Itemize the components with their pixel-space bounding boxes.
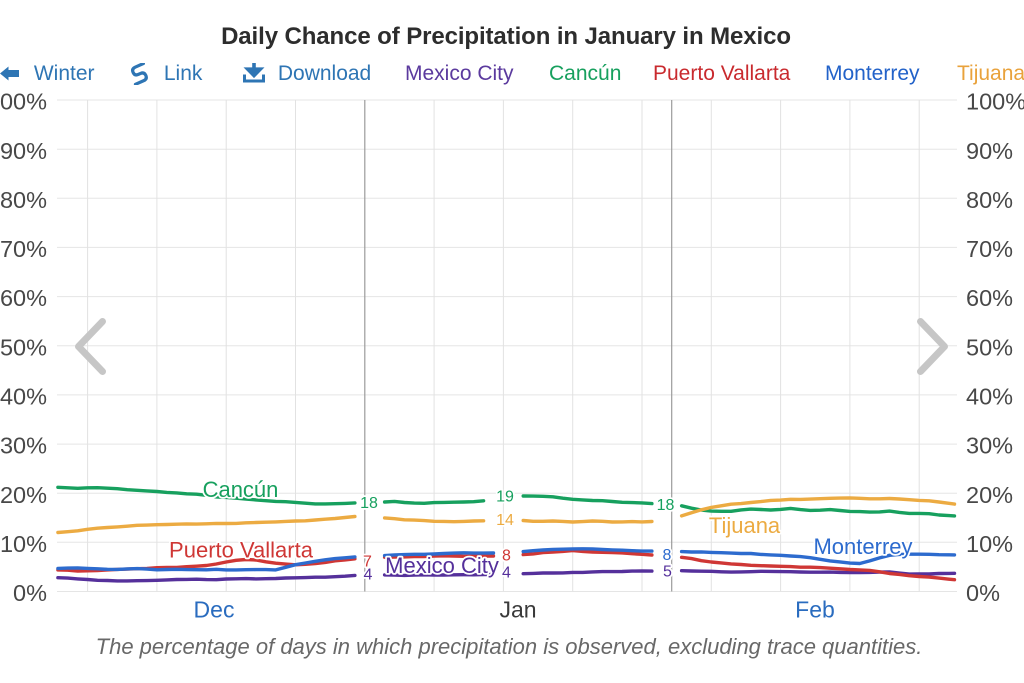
svg-text:20%: 20% <box>966 482 1013 508</box>
svg-text:8: 8 <box>502 548 511 565</box>
svg-text:Monterrey: Monterrey <box>813 534 912 559</box>
svg-text:4: 4 <box>364 567 373 584</box>
svg-text:Mexico City: Mexico City <box>385 553 499 578</box>
svg-text:14: 14 <box>496 512 514 529</box>
svg-text:90%: 90% <box>0 138 47 164</box>
svg-text:90%: 90% <box>966 138 1013 164</box>
svg-text:8: 8 <box>663 547 672 564</box>
svg-text:Cancún: Cancún <box>203 477 279 502</box>
svg-text:60%: 60% <box>0 285 47 311</box>
svg-text:40%: 40% <box>0 384 47 410</box>
svg-text:40%: 40% <box>966 384 1013 410</box>
svg-text:10%: 10% <box>0 531 47 557</box>
svg-text:20%: 20% <box>0 482 47 508</box>
svg-text:Puerto Vallarta: Puerto Vallarta <box>169 538 314 563</box>
svg-text:100%: 100% <box>966 89 1024 115</box>
svg-text:60%: 60% <box>966 285 1013 311</box>
svg-text:5: 5 <box>663 564 672 581</box>
svg-text:80%: 80% <box>966 187 1013 213</box>
svg-text:7: 7 <box>363 554 372 571</box>
svg-text:19: 19 <box>496 488 514 505</box>
svg-text:0%: 0% <box>966 580 1000 606</box>
svg-text:Tijuana: Tijuana <box>709 513 781 538</box>
svg-text:30%: 30% <box>966 433 1013 459</box>
svg-text:Feb: Feb <box>795 597 835 623</box>
svg-text:18: 18 <box>657 497 675 514</box>
svg-text:10%: 10% <box>966 531 1013 557</box>
svg-text:0%: 0% <box>13 580 47 606</box>
svg-text:Dec: Dec <box>194 597 235 623</box>
svg-text:30%: 30% <box>0 433 47 459</box>
svg-text:70%: 70% <box>0 236 47 262</box>
svg-text:Jan: Jan <box>499 597 536 623</box>
svg-text:70%: 70% <box>966 236 1013 262</box>
svg-text:80%: 80% <box>0 187 47 213</box>
svg-text:18: 18 <box>360 495 378 512</box>
svg-text:50%: 50% <box>0 334 47 360</box>
svg-text:100%: 100% <box>0 89 47 115</box>
svg-text:50%: 50% <box>966 334 1013 360</box>
svg-text:4: 4 <box>502 565 511 582</box>
